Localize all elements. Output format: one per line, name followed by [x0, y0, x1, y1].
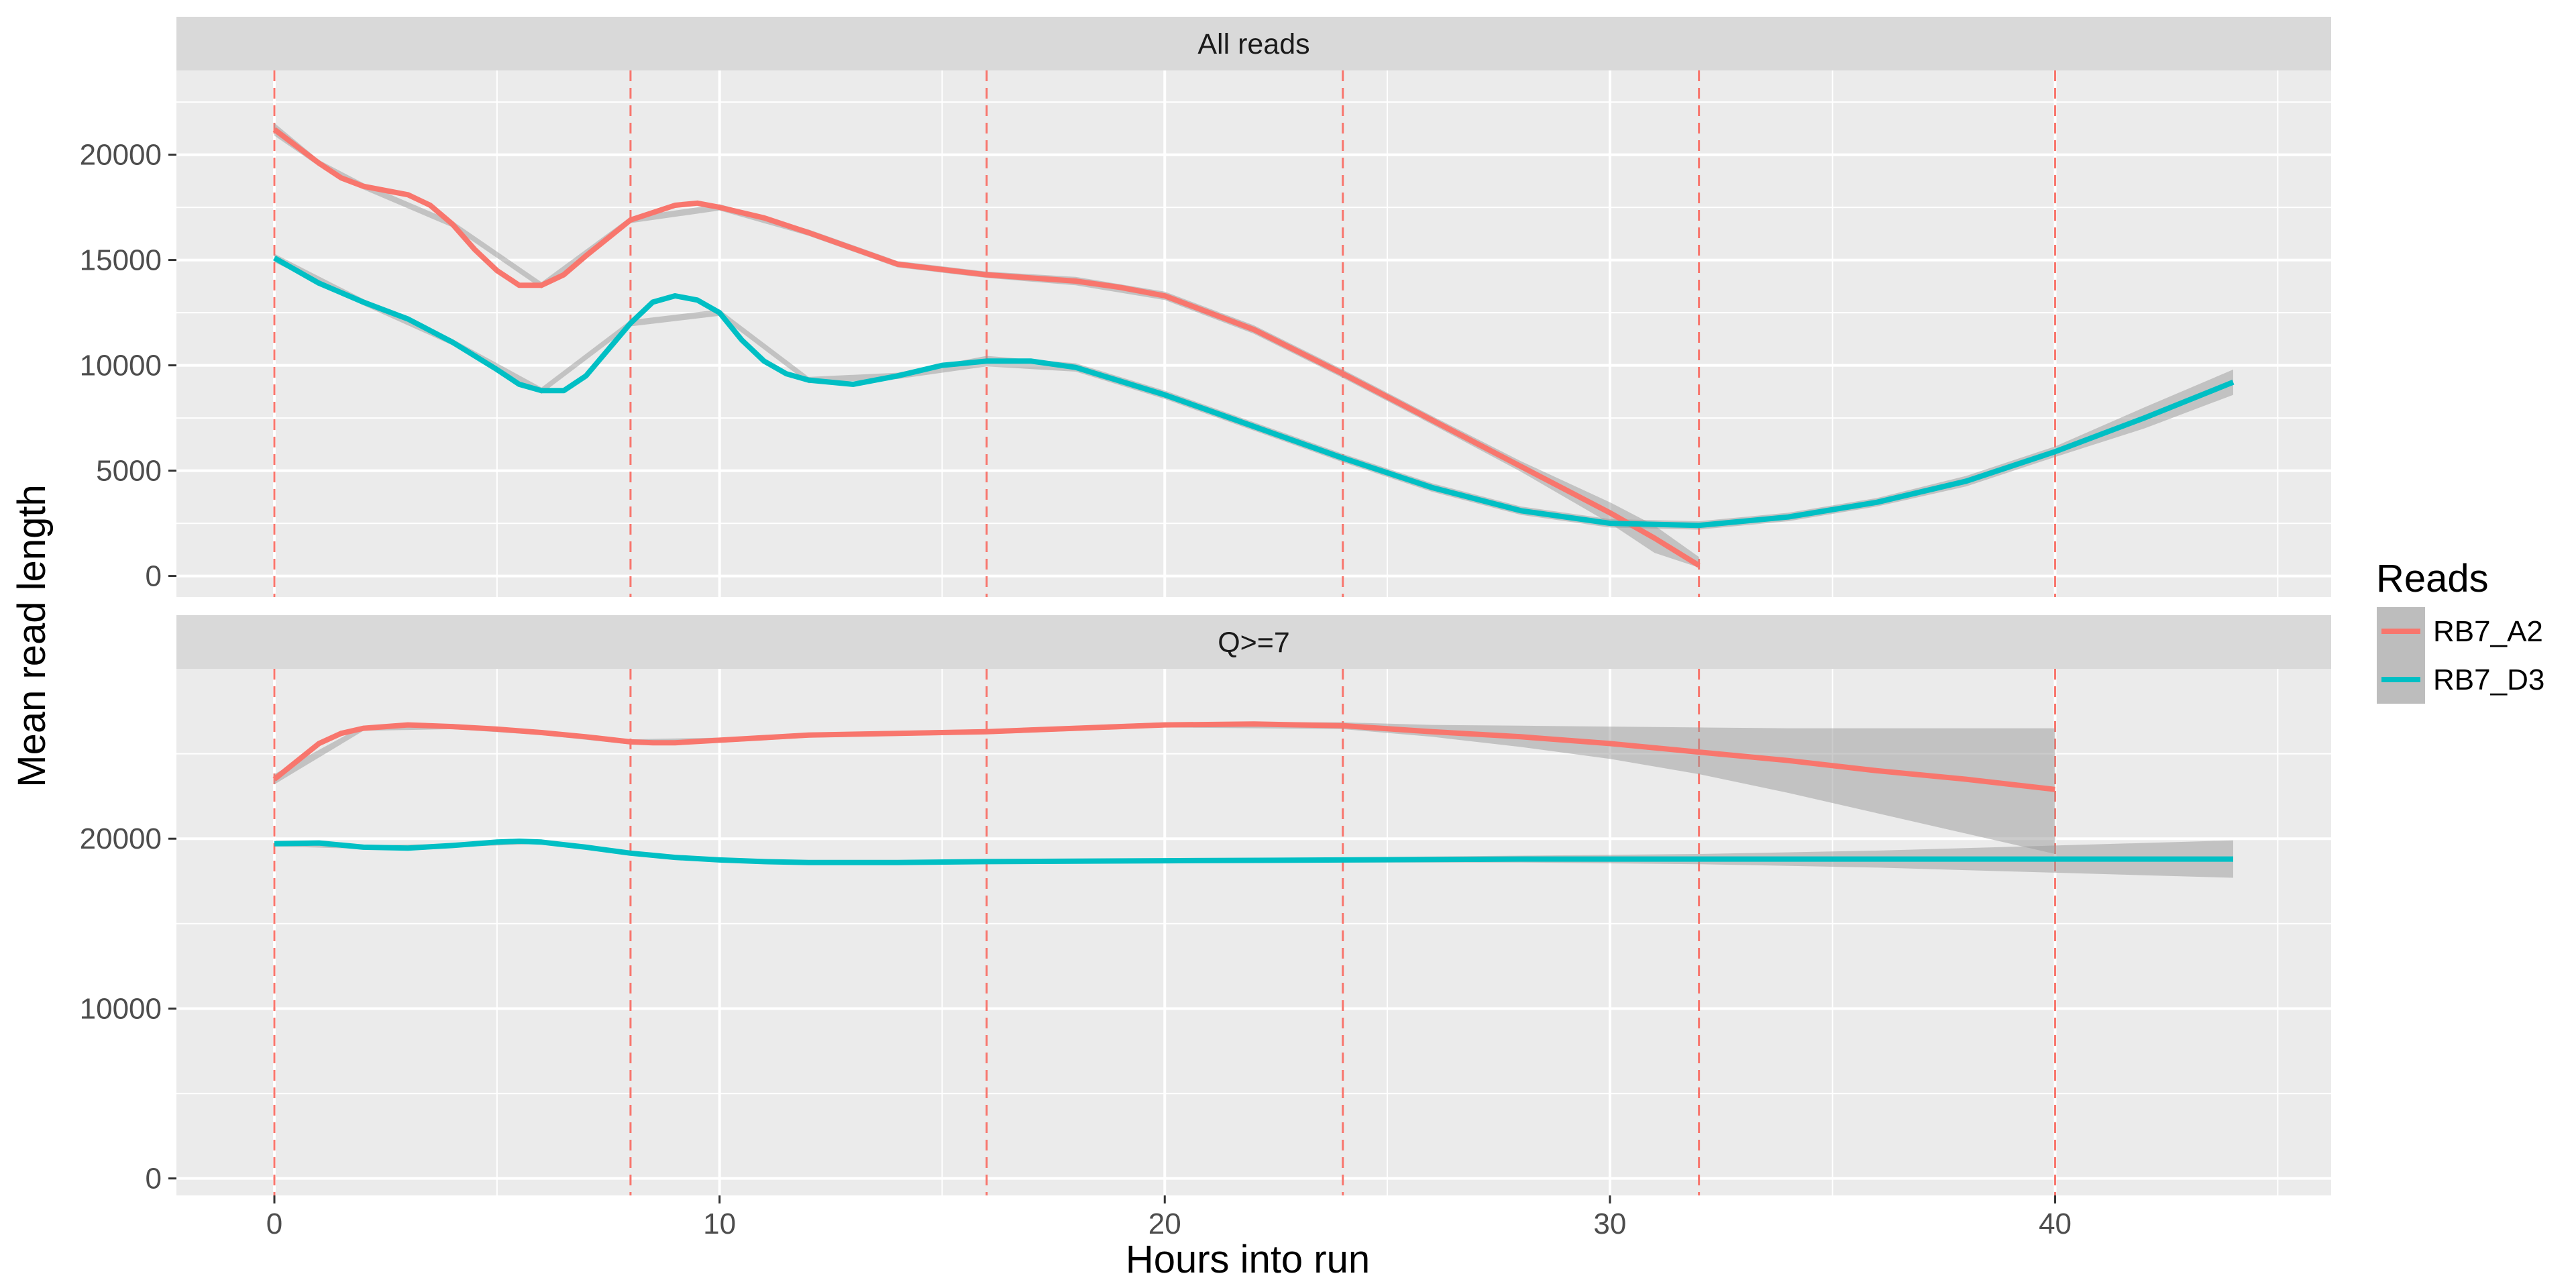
legend-label: RB7_A2 — [2433, 615, 2543, 648]
panel-1: All reads 0 5000 10000 15000 20000 — [80, 17, 2331, 597]
facet-strip-label: Q>=7 — [1218, 627, 1290, 659]
facet-strip-label: All reads — [1197, 28, 1309, 60]
y-tick-label: 10000 — [80, 992, 162, 1025]
facet-strip — [176, 17, 2331, 70]
x-tick-label: 20 — [1148, 1208, 1181, 1240]
y-axis: 0 10000 20000 — [80, 822, 176, 1195]
y-axis-title: Mean read length — [10, 484, 54, 787]
panel-2: Q>=7 0 10000 20000 0 10 20 30 40 — [80, 615, 2331, 1240]
x-axis-title: Hours into run — [1126, 1238, 1370, 1281]
y-tick-label: 20000 — [80, 139, 162, 172]
x-tick-label: 10 — [703, 1208, 736, 1240]
x-tick-label: 30 — [1593, 1208, 1626, 1240]
series-line-rb7-a2 — [272, 721, 2055, 792]
x-axis: 0 10 20 30 40 — [266, 1195, 2072, 1240]
series-line-rb7-a2 — [272, 127, 1701, 568]
legend-item-rb7-a2: RB7_A2 — [2377, 607, 2543, 655]
legend-item-rb7-d3: RB7_D3 — [2377, 655, 2544, 704]
gridlines — [176, 70, 2331, 597]
confidence-band-rb7-a2 — [274, 722, 2055, 854]
series-line-rb7-d3 — [273, 256, 2235, 529]
legend-title: Reads — [2376, 557, 2489, 600]
panels: All reads 0 5000 10000 15000 20000 Q>=7 0 10000 2… — [80, 17, 2331, 1240]
facet-strip — [176, 615, 2331, 669]
y-tick-label: 10000 — [80, 350, 162, 382]
legend-items: RB7_A2 RB7_D3 — [2377, 607, 2544, 704]
legend-label: RB7_D3 — [2433, 663, 2544, 696]
legend: Reads RB7_A2 RB7_D3 — [2376, 557, 2544, 704]
reference-lines — [273, 669, 2057, 1195]
x-tick-label: 0 — [266, 1208, 282, 1240]
y-tick-label: 0 — [146, 1163, 162, 1195]
y-tick-label: 5000 — [96, 455, 162, 488]
y-axis: 0 5000 10000 15000 20000 — [80, 139, 176, 593]
y-tick-label: 15000 — [80, 244, 162, 277]
reference-lines — [273, 70, 2057, 597]
y-tick-label: 0 — [146, 560, 162, 593]
x-tick-label: 40 — [2039, 1208, 2072, 1240]
y-tick-label: 20000 — [80, 822, 162, 855]
series-line-rb7-d3 — [274, 839, 2233, 865]
